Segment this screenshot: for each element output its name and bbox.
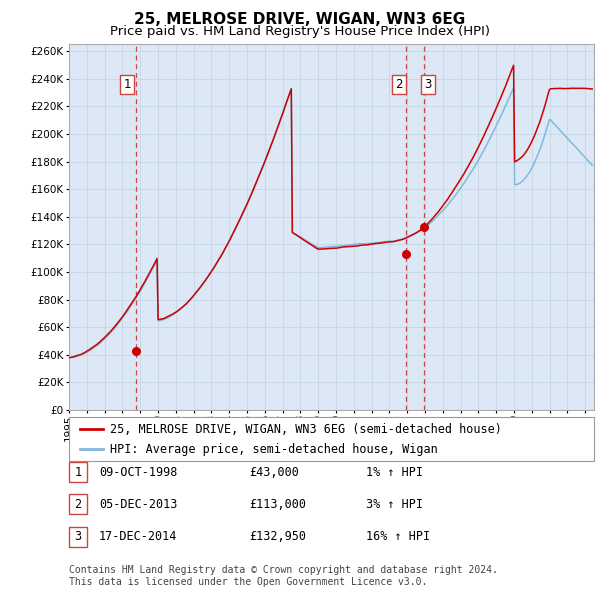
FancyBboxPatch shape bbox=[69, 417, 594, 461]
Text: £132,950: £132,950 bbox=[249, 530, 306, 543]
Text: 1% ↑ HPI: 1% ↑ HPI bbox=[366, 466, 423, 478]
Text: £113,000: £113,000 bbox=[249, 498, 306, 511]
Text: 3% ↑ HPI: 3% ↑ HPI bbox=[366, 498, 423, 511]
Text: 25, MELROSE DRIVE, WIGAN, WN3 6EG: 25, MELROSE DRIVE, WIGAN, WN3 6EG bbox=[134, 12, 466, 27]
Text: 09-OCT-1998: 09-OCT-1998 bbox=[99, 466, 178, 478]
Text: Price paid vs. HM Land Registry's House Price Index (HPI): Price paid vs. HM Land Registry's House … bbox=[110, 25, 490, 38]
Text: HPI: Average price, semi-detached house, Wigan: HPI: Average price, semi-detached house,… bbox=[110, 443, 438, 456]
Text: 17-DEC-2014: 17-DEC-2014 bbox=[99, 530, 178, 543]
Text: 25, MELROSE DRIVE, WIGAN, WN3 6EG (semi-detached house): 25, MELROSE DRIVE, WIGAN, WN3 6EG (semi-… bbox=[110, 422, 502, 435]
Text: 1: 1 bbox=[74, 466, 82, 478]
Text: 3: 3 bbox=[424, 78, 431, 91]
Text: 2: 2 bbox=[74, 498, 82, 511]
Text: 16% ↑ HPI: 16% ↑ HPI bbox=[366, 530, 430, 543]
Text: 1: 1 bbox=[124, 78, 131, 91]
Text: 3: 3 bbox=[74, 530, 82, 543]
Text: 05-DEC-2013: 05-DEC-2013 bbox=[99, 498, 178, 511]
Text: £43,000: £43,000 bbox=[249, 466, 299, 478]
Text: 2: 2 bbox=[395, 78, 403, 91]
Text: Contains HM Land Registry data © Crown copyright and database right 2024.
This d: Contains HM Land Registry data © Crown c… bbox=[69, 565, 498, 587]
